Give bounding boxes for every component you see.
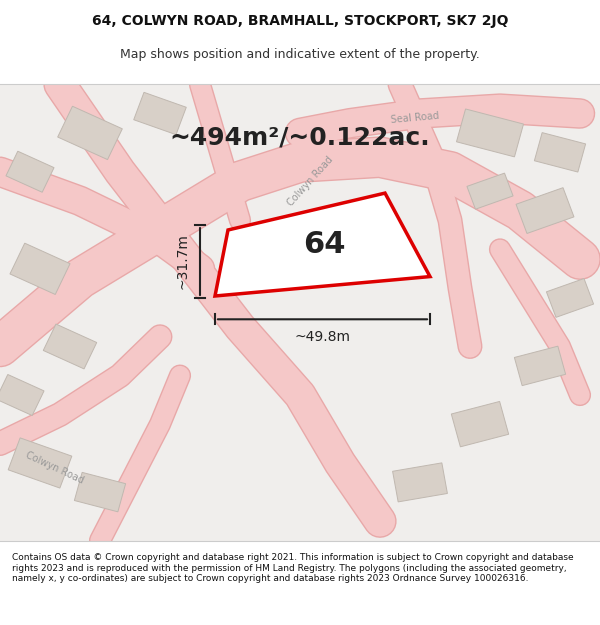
Polygon shape: [215, 193, 430, 296]
Bar: [58, 106, 122, 159]
Bar: [134, 92, 186, 134]
Bar: [514, 346, 566, 386]
Text: ~31.7m: ~31.7m: [175, 234, 189, 289]
Bar: [0, 374, 44, 416]
Text: Seal Road: Seal Road: [391, 111, 440, 126]
Bar: [392, 463, 448, 502]
Text: Colwyn Road: Colwyn Road: [285, 155, 335, 208]
Text: Map shows position and indicative extent of the property.: Map shows position and indicative extent…: [120, 48, 480, 61]
Bar: [10, 243, 70, 294]
Bar: [516, 188, 574, 234]
Text: Contains OS data © Crown copyright and database right 2021. This information is : Contains OS data © Crown copyright and d…: [12, 553, 574, 583]
Text: 64, COLWYN ROAD, BRAMHALL, STOCKPORT, SK7 2JQ: 64, COLWYN ROAD, BRAMHALL, STOCKPORT, SK…: [92, 14, 508, 28]
Bar: [74, 472, 125, 512]
Bar: [457, 109, 524, 157]
Bar: [547, 279, 593, 318]
Bar: [535, 132, 586, 172]
Text: ~494m²/~0.122ac.: ~494m²/~0.122ac.: [170, 126, 430, 150]
Text: Colwyn Road: Colwyn Road: [25, 450, 86, 486]
Bar: [467, 173, 513, 209]
Text: ~49.8m: ~49.8m: [295, 330, 350, 344]
Bar: [451, 401, 509, 447]
Bar: [43, 324, 97, 369]
Bar: [6, 151, 54, 192]
Bar: [8, 438, 72, 488]
Text: 64: 64: [303, 229, 346, 259]
